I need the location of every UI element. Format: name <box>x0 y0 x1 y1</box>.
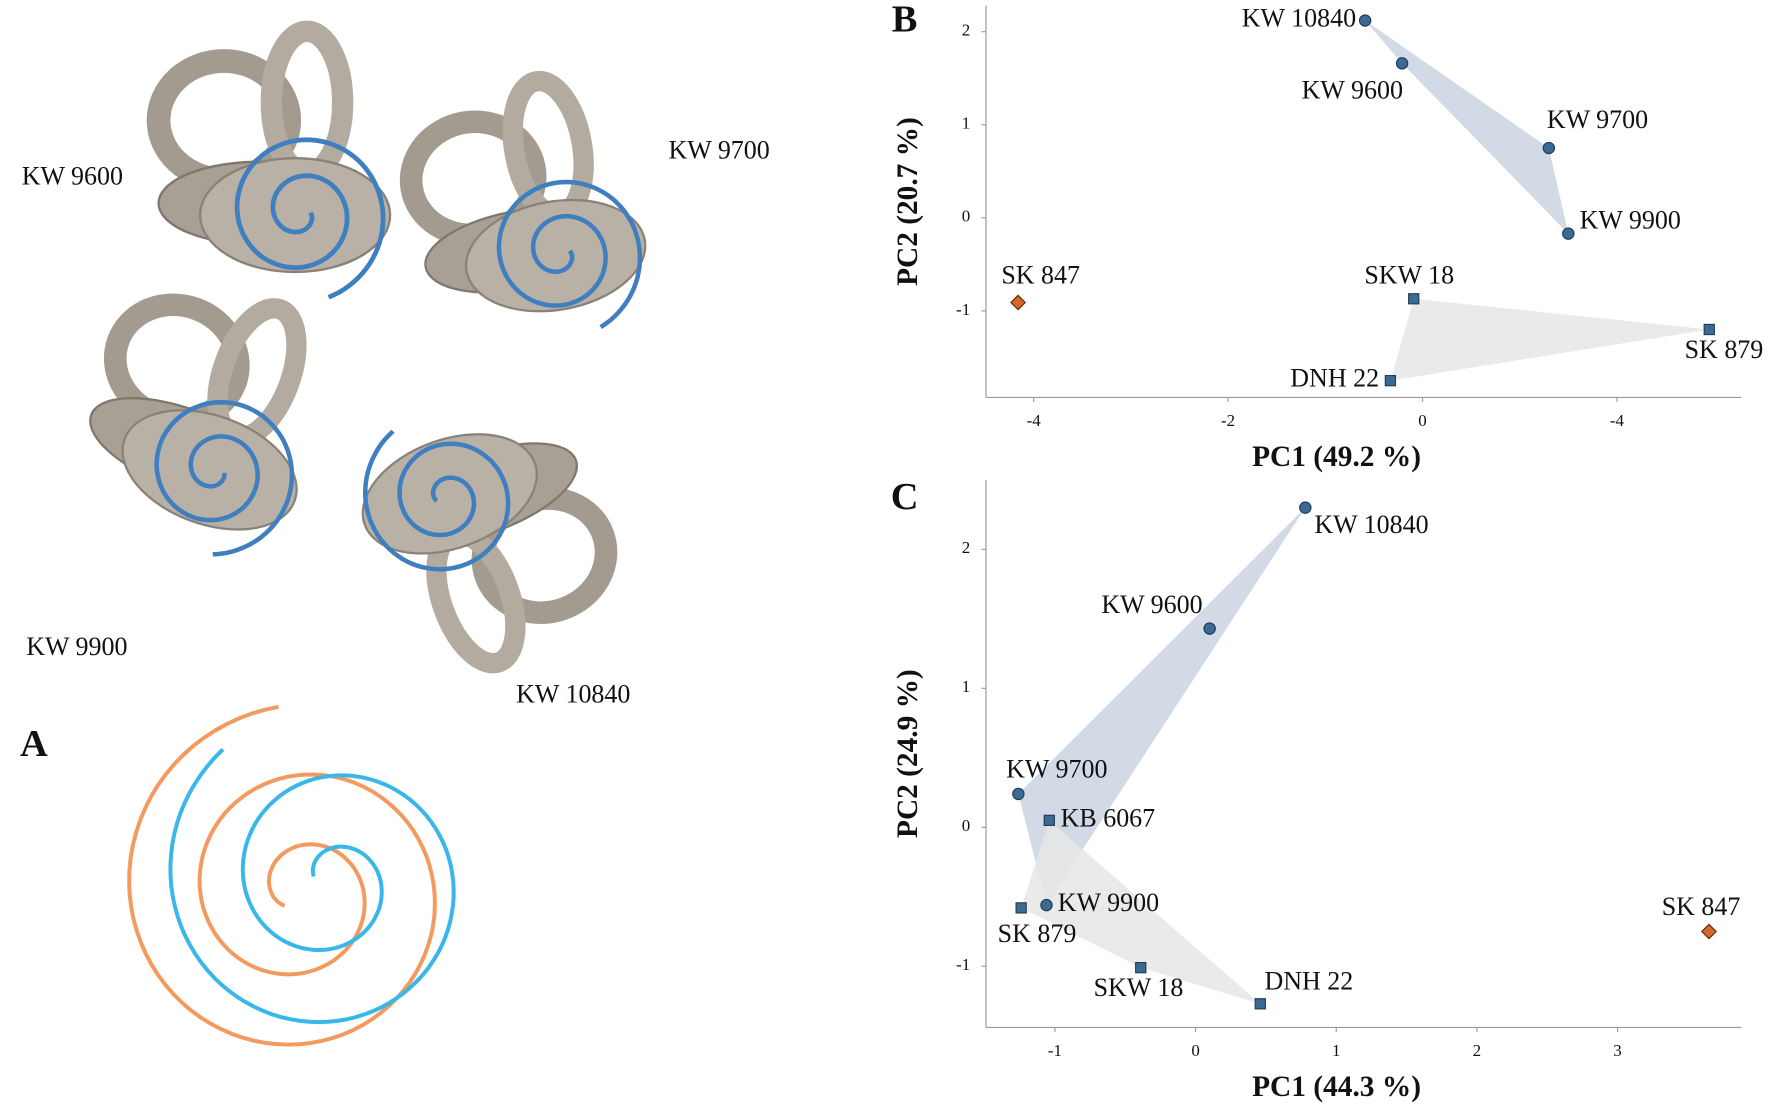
point-label: KW 9900 <box>1580 205 1681 234</box>
inner-ear <box>146 20 392 300</box>
x-tick-label: 2 <box>1473 1041 1481 1060</box>
cochlea <box>361 433 538 555</box>
inner-ear <box>361 429 618 674</box>
point <box>1542 141 1556 155</box>
specimen-label: KW 9600 <box>22 161 123 190</box>
specimen-label: KW 10840 <box>516 680 630 709</box>
panel-label: C <box>891 476 919 518</box>
point <box>1703 323 1715 336</box>
x-tick-label: -2 <box>1221 411 1235 430</box>
cochlea-spiral <box>234 137 386 300</box>
point <box>1040 898 1053 912</box>
cochlea-spiral <box>154 400 295 557</box>
point <box>1395 57 1409 70</box>
point-label: SK 847 <box>1001 261 1080 290</box>
point <box>1043 814 1055 826</box>
group-hull <box>1018 507 1306 906</box>
point <box>1010 294 1027 311</box>
point-label: KW 9600 <box>1302 76 1403 105</box>
point-label: DNH 22 <box>1290 364 1379 393</box>
point-label: KW 9600 <box>1101 590 1202 619</box>
point-label: SK 847 <box>1662 892 1741 921</box>
inner-ear-renders <box>89 20 647 1047</box>
inner-ear <box>399 70 647 329</box>
panel-label: A <box>20 723 48 765</box>
y-tick-label: 1 <box>962 677 970 696</box>
y-tick-label: -1 <box>956 955 970 974</box>
x-tick-label: 0 <box>1191 1041 1199 1060</box>
y-tick-label: -1 <box>956 300 970 319</box>
x-tick-label: -1 <box>1048 1041 1062 1060</box>
point <box>1203 622 1216 635</box>
point <box>1012 787 1025 801</box>
point <box>1254 998 1266 1010</box>
x-tick-label: 0 <box>1418 411 1426 430</box>
point-label: KB 6067 <box>1061 803 1156 832</box>
inner-ear <box>89 293 307 557</box>
point-label: SKW 18 <box>1094 973 1184 1002</box>
point <box>1015 902 1027 914</box>
canal <box>260 20 354 185</box>
group-hull <box>1021 820 1261 1004</box>
point <box>1358 14 1372 27</box>
point-label: KW 10840 <box>1242 4 1356 33</box>
y-tick-label: 1 <box>962 114 970 133</box>
point-label: SK 879 <box>998 919 1077 948</box>
panel-label: B <box>892 0 918 40</box>
specimen-label: KW 9900 <box>26 632 127 661</box>
point-label: KW 9900 <box>1058 888 1159 917</box>
x-tick-label: -4 <box>1610 411 1625 430</box>
point <box>1700 923 1717 940</box>
canal <box>502 70 594 226</box>
x-axis-title: PC1 (49.2 %) <box>1252 441 1421 473</box>
y-axis-title: PC2 (24.9 %) <box>892 669 924 838</box>
scatter-chart: -4 -2 0 -4 -1 0 1 2 PC1 (49.2 %) PC2 (20.7 %) KW 1… <box>892 4 1763 474</box>
x-axis-title: PC1 (44.3 %) <box>1252 1071 1421 1103</box>
point-label: KW 9700 <box>1547 105 1648 134</box>
point <box>1299 501 1312 514</box>
group-hull <box>1390 298 1710 381</box>
scatter-chart: -1 0 1 2 3 -1 0 1 2 PC1 (44.3 %) PC2 (24.9 %) KW 10… <box>892 479 1742 1103</box>
point-label: KW 10840 <box>1314 510 1428 539</box>
x-tick-label: -4 <box>1027 411 1042 430</box>
group-hull <box>1365 20 1569 234</box>
cochlea-spiral <box>496 179 643 329</box>
point-label: KW 9700 <box>1006 754 1107 783</box>
y-tick-label: 2 <box>962 538 970 557</box>
point <box>1384 375 1397 387</box>
spiral-orange <box>127 704 437 1047</box>
point <box>1135 962 1147 974</box>
cochlea-spiral <box>362 429 511 572</box>
y-tick-label: 2 <box>962 21 970 40</box>
x-tick-label: 3 <box>1613 1041 1621 1060</box>
y-tick-label: 0 <box>962 207 970 226</box>
point <box>1408 293 1420 305</box>
point-label: SK 879 <box>1685 335 1764 364</box>
x-tick-label: 1 <box>1332 1041 1340 1060</box>
specimen-label: KW 9700 <box>668 135 769 164</box>
y-tick-label: 0 <box>962 816 970 835</box>
y-axis-title: PC2 (20.7 %) <box>892 117 924 286</box>
point-label: SKW 18 <box>1364 260 1454 289</box>
point <box>1562 227 1575 240</box>
spiral-cyan <box>168 747 456 1025</box>
point-label: DNH 22 <box>1265 966 1354 995</box>
